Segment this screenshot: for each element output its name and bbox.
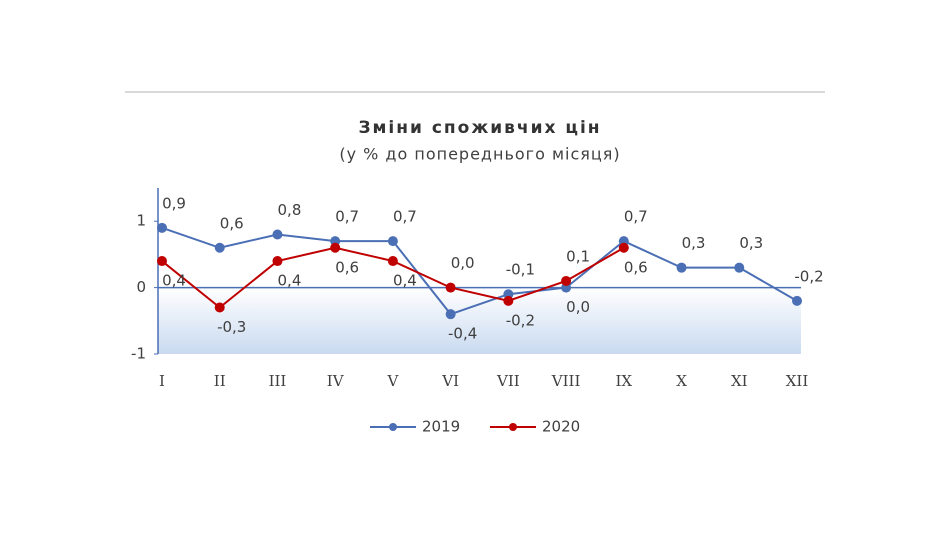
- x-tick-label: IX: [616, 372, 633, 390]
- value-label: 0,7: [335, 208, 359, 226]
- point: [792, 295, 802, 306]
- chart-title: Зміни споживчих цін: [358, 118, 601, 138]
- value-label: -0,1: [506, 261, 535, 279]
- point: [503, 295, 514, 306]
- value-label: 0,6: [624, 258, 648, 276]
- value-label: -0,2: [794, 267, 823, 285]
- x-tick-label: VI: [441, 372, 459, 390]
- value-label: 0,1: [566, 247, 590, 265]
- point: [734, 262, 745, 273]
- point: [618, 242, 629, 253]
- point: [330, 242, 341, 253]
- value-label: -0,3: [217, 318, 246, 336]
- value-label: 0,6: [335, 258, 359, 276]
- chart-subtitle: (у % до попереднього місяця): [339, 145, 620, 164]
- point: [214, 242, 225, 253]
- x-tick-label: VIII: [551, 372, 581, 390]
- value-label: 0,4: [162, 272, 186, 290]
- x-tick-label: V: [386, 372, 399, 390]
- value-label: 0,4: [278, 272, 302, 290]
- point: [272, 256, 283, 267]
- value-label: -0,4: [448, 325, 477, 343]
- x-tick-label: XI: [731, 372, 748, 390]
- point: [387, 236, 398, 247]
- x-tick-label: X: [676, 372, 687, 390]
- value-label: 0,0: [566, 298, 590, 316]
- point: [157, 256, 167, 267]
- legend-marker: [509, 423, 517, 431]
- value-label: 0,3: [739, 234, 763, 252]
- value-label: 0,0: [451, 254, 475, 272]
- value-label: 0,3: [682, 234, 706, 252]
- x-tick-label: I: [159, 372, 165, 390]
- legend-marker: [389, 423, 397, 431]
- series-line: [161, 226, 798, 316]
- point: [272, 229, 283, 240]
- x-tick-label: VII: [496, 372, 520, 390]
- point: [214, 302, 225, 313]
- value-label: 0,9: [162, 194, 186, 212]
- point: [157, 222, 167, 233]
- point: [676, 262, 687, 273]
- x-tick-label: II: [214, 372, 226, 390]
- value-label: -0,2: [506, 311, 535, 329]
- value-label: 0,6: [220, 214, 244, 232]
- y-tick-label: -1: [131, 345, 146, 363]
- negative-area: [158, 287, 801, 354]
- legend-label: 2019: [422, 418, 460, 436]
- value-label: 0,8: [278, 201, 302, 219]
- y-tick-label: 1: [136, 212, 146, 230]
- point: [387, 256, 398, 267]
- point: [445, 309, 456, 320]
- value-label: 0,7: [624, 208, 648, 226]
- x-tick-label: XII: [786, 372, 809, 390]
- value-label: 0,7: [393, 208, 417, 226]
- y-tick-label: 0: [136, 278, 146, 296]
- legend-label: 2020: [542, 418, 580, 436]
- x-tick-label: IV: [327, 372, 345, 390]
- value-label: 0,4: [393, 272, 417, 290]
- point: [561, 275, 572, 286]
- point: [445, 282, 456, 293]
- x-tick-label: III: [269, 372, 287, 390]
